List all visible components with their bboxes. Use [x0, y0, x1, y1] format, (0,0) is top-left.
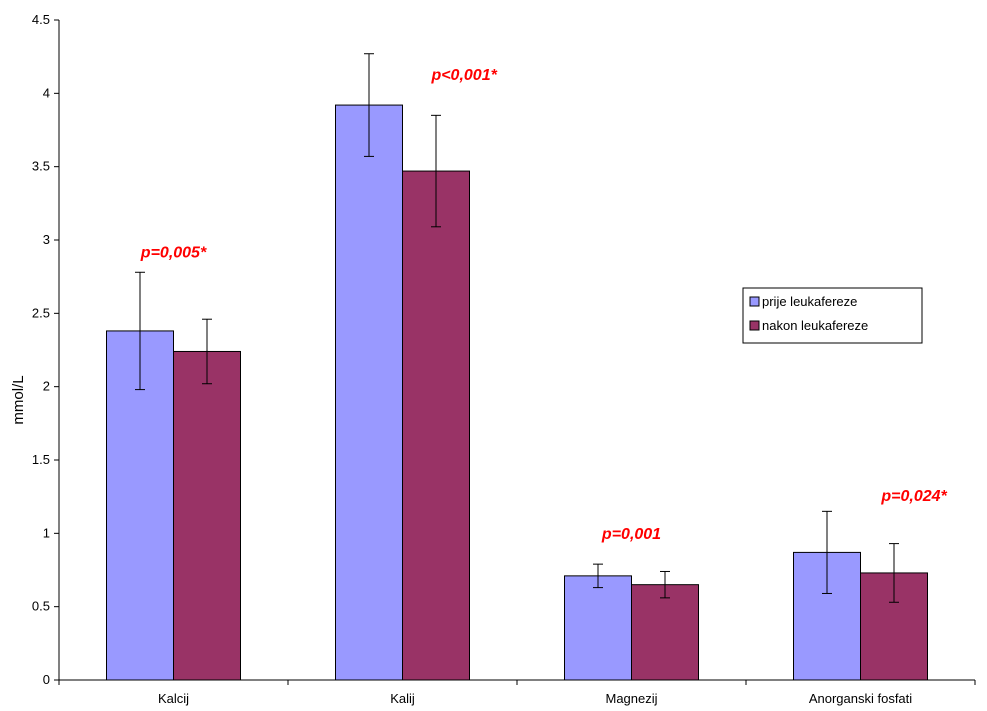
y-tick-label: 3 — [43, 232, 50, 247]
error-bars — [135, 53, 899, 603]
bar-prije-1 — [335, 104, 403, 681]
x-tick-label: Kalcij — [158, 691, 189, 706]
p-value-label: p=0,005* — [140, 245, 207, 262]
x-tick-label: Kalij — [390, 691, 415, 706]
p-value-label: p=0,001 — [601, 526, 661, 543]
y-tick-label: 2.5 — [32, 305, 50, 320]
y-tick-label: 0.5 — [32, 599, 50, 614]
y-tick-label: 1.5 — [32, 452, 50, 467]
legend-swatch — [749, 320, 760, 331]
legend-label: prije leukafereze — [762, 294, 857, 309]
x-tick-label: Magnezij — [605, 691, 657, 706]
bar-nakon-1 — [402, 170, 470, 681]
x-tick-label: Anorganski fosfati — [809, 691, 912, 706]
y-tick-label: 3.5 — [32, 159, 50, 174]
bar-nakon-0 — [173, 350, 241, 681]
p-value-label: p<0,001* — [430, 67, 497, 84]
y-axis-title: mmol/L — [10, 375, 27, 424]
bar-prije-2 — [564, 575, 632, 681]
y-tick-label: 4 — [43, 85, 50, 100]
y-tick-label: 2 — [43, 379, 50, 394]
bar-nakon-2 — [631, 584, 699, 681]
y-axis: 0 0.5 1 1.5 2 2.5 3 3.5 4 4.5 — [32, 12, 60, 687]
y-tick-label: 1 — [43, 525, 50, 540]
p-value-annotations: p=0,005* p<0,001* p=0,001 p=0,024* — [140, 67, 948, 543]
legend-swatch — [749, 296, 760, 307]
legend-box — [742, 287, 923, 344]
p-value-label: p=0,024* — [880, 488, 947, 505]
legend-label: nakon leukafereze — [762, 318, 868, 333]
x-axis: Kalcij Kalij Magnezij Anorganski fosfati — [58, 679, 976, 706]
bars — [106, 104, 928, 681]
y-tick-label: 0 — [43, 672, 50, 687]
legend: prije leukafereze nakon leukafereze — [742, 287, 923, 344]
y-tick-label: 4.5 — [32, 12, 50, 27]
